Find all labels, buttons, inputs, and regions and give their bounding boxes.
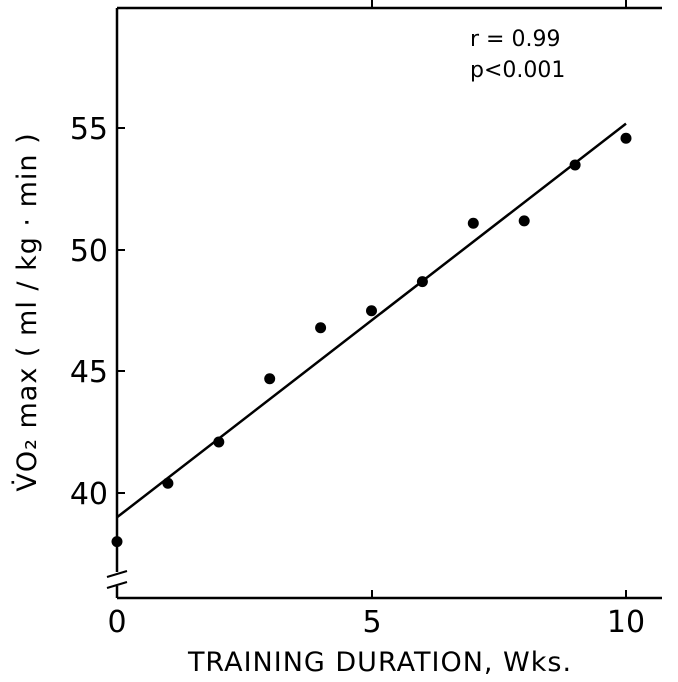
data-points: [111, 132, 632, 548]
data-point: [518, 215, 530, 227]
x-tick-label: 0: [107, 605, 126, 640]
y-axis-break-mark: [106, 581, 128, 589]
x-axis-title: TRAINING DURATION, Wks.: [187, 647, 572, 678]
correlation-annotation: r = 0.99: [470, 27, 560, 52]
data-point: [162, 477, 174, 489]
y-axis-break-mark: [106, 570, 128, 578]
regression-line: [116, 122, 627, 519]
data-point: [620, 132, 632, 144]
data-point: [264, 373, 276, 385]
data-point: [366, 305, 377, 317]
y-axis-title: V̇O₂ max ( ml / kg · min ): [11, 132, 43, 491]
y-tick-label: 50: [70, 234, 108, 269]
data-point: [111, 536, 123, 548]
y-tick-label: 40: [70, 477, 108, 512]
data-point: [416, 276, 428, 288]
y-tick-label: 45: [70, 355, 108, 390]
y-tick-label: 55: [70, 112, 108, 147]
x-tick-label: 10: [607, 605, 645, 640]
p-value-annotation: p<0.001: [470, 58, 565, 83]
x-tick-label: 5: [362, 605, 381, 640]
data-point: [569, 159, 581, 171]
data-point: [213, 436, 225, 448]
data-point: [315, 322, 327, 334]
data-point: [467, 217, 479, 229]
